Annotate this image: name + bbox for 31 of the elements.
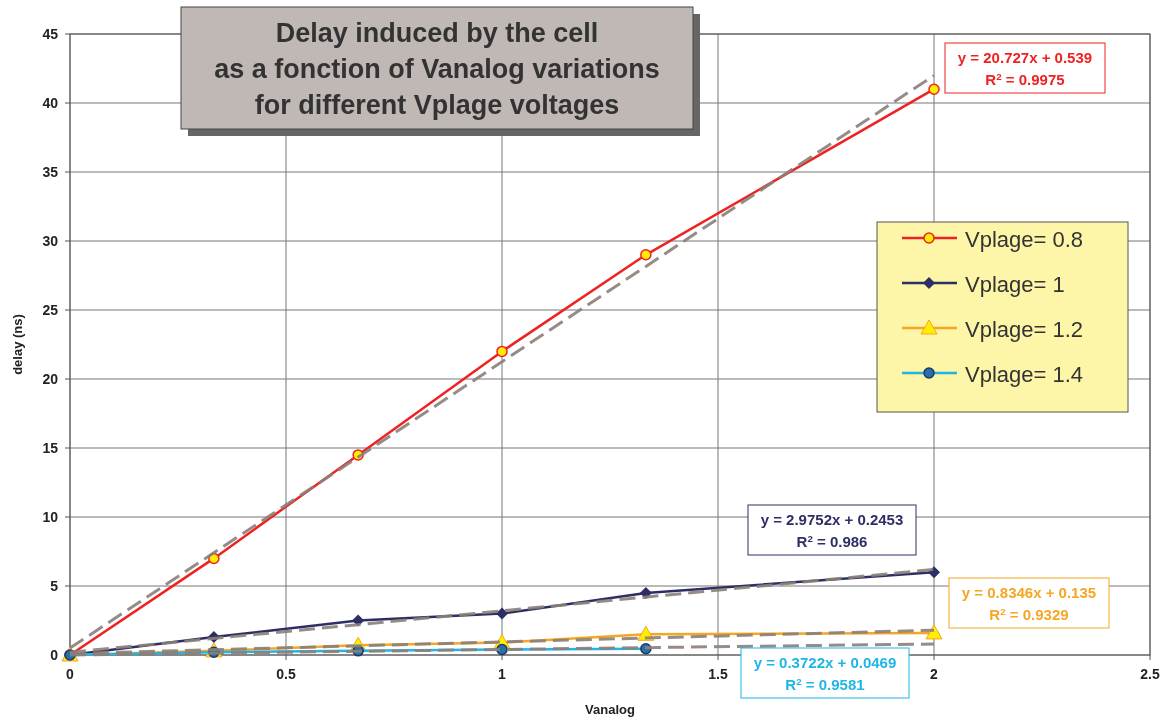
legend-label: Vplage= 1.2 [965, 317, 1084, 342]
y-tick-label: 15 [42, 440, 59, 456]
annotation: y = 2.9752x + 0.2453 R$^{2}$ = 0.986 [760, 511, 904, 550]
x-axis-title: Vanalog [585, 702, 635, 717]
equation-box: y = 20.727x + 0.539 R$^{2}$ = 0.9975 [944, 42, 1106, 94]
y-tick-label: 5 [50, 578, 59, 594]
y-tick-label: 35 [42, 164, 59, 180]
equation-box: y = 2.9752x + 0.2453 R$^{2}$ = 0.986 [747, 504, 917, 556]
x-tick-label: 0 [66, 666, 75, 682]
annotation: y = 0.3722x + 0.0469 R$^{2}$ = 0.9581 [753, 654, 897, 693]
legend-label: Vplage= 1 [965, 272, 1065, 297]
y-tick-label: 20 [42, 371, 59, 387]
equation-box: y = 0.3722x + 0.0469 R$^{2}$ = 0.9581 [740, 647, 910, 699]
x-tick-label: 0.5 [276, 666, 296, 682]
equation-box: y = 0.8346x + 0.135 R$^{2}$ = 0.9329 [948, 577, 1110, 629]
legend-label: Vplage= 0.8 [965, 227, 1084, 252]
x-tick-label: 2 [930, 666, 939, 682]
text: Delay induced by the cell as a fonction of Vanalog variations for different Vplage voltages [214, 18, 660, 120]
y-tick-label: 10 [42, 509, 59, 525]
y-tick-label: 45 [42, 26, 59, 42]
y-tick-label: 0 [50, 647, 59, 663]
y-tick-label: 30 [42, 233, 59, 249]
y-axis-title: delay (ns) [10, 314, 25, 375]
y-tick-label: 25 [42, 302, 59, 318]
legend-label: Vplage= 1.4 [965, 362, 1084, 387]
y-tick-label: 40 [42, 95, 59, 111]
x-tick-label: 1.5 [708, 666, 728, 682]
annotation: y = 20.727x + 0.539 R$^{2}$ = 0.9975 [957, 49, 1093, 88]
x-tick-label: 2.5 [1140, 666, 1160, 682]
annotation: y = 0.8346x + 0.135 R$^{2}$ = 0.9329 [961, 584, 1097, 623]
x-tick-label: 1 [498, 666, 507, 682]
